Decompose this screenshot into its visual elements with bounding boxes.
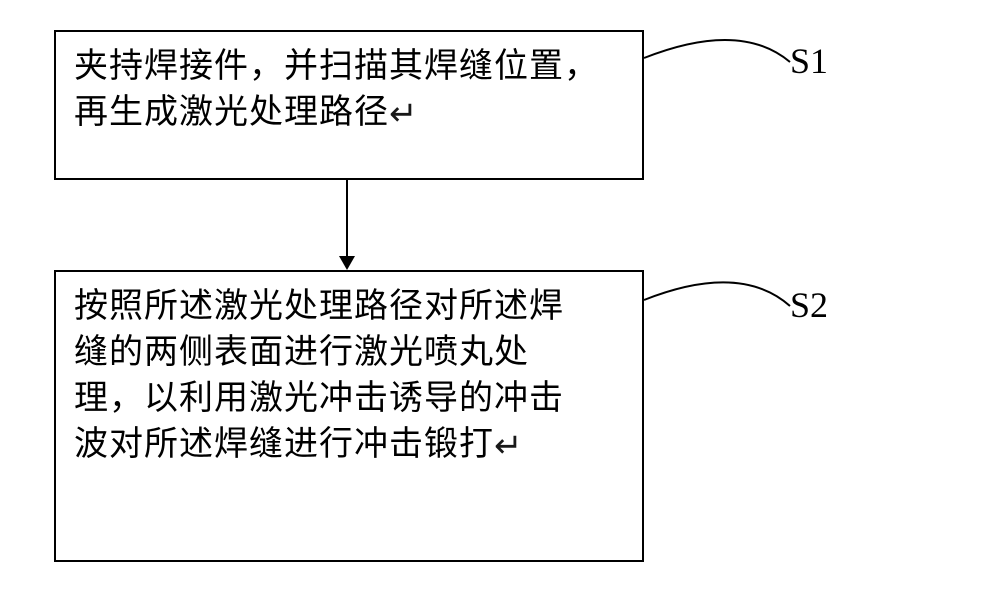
flow-arrow-line (346, 180, 348, 256)
flowchart-node-s1-text: 夹持焊接件，并扫描其焊缝位置，再生成激光处理路径↵ (74, 44, 599, 136)
flowchart-canvas: 夹持焊接件，并扫描其焊缝位置，再生成激光处理路径↵ S1 按照所述激光处理路径对… (0, 0, 1000, 600)
step-label-s1: S1 (790, 40, 828, 82)
flowchart-node-s2-text: 按照所述激光处理路径对所述焊缝的两侧表面进行激光喷丸处理，以利用激光冲击诱导的冲… (74, 284, 564, 468)
flow-arrow-head-icon (339, 256, 355, 270)
step-label-s2: S2 (790, 284, 828, 326)
flowchart-node-s1: 夹持焊接件，并扫描其焊缝位置，再生成激光处理路径↵ (54, 30, 644, 180)
flowchart-node-s2: 按照所述激光处理路径对所述焊缝的两侧表面进行激光喷丸处理，以利用激光冲击诱导的冲… (54, 270, 644, 562)
